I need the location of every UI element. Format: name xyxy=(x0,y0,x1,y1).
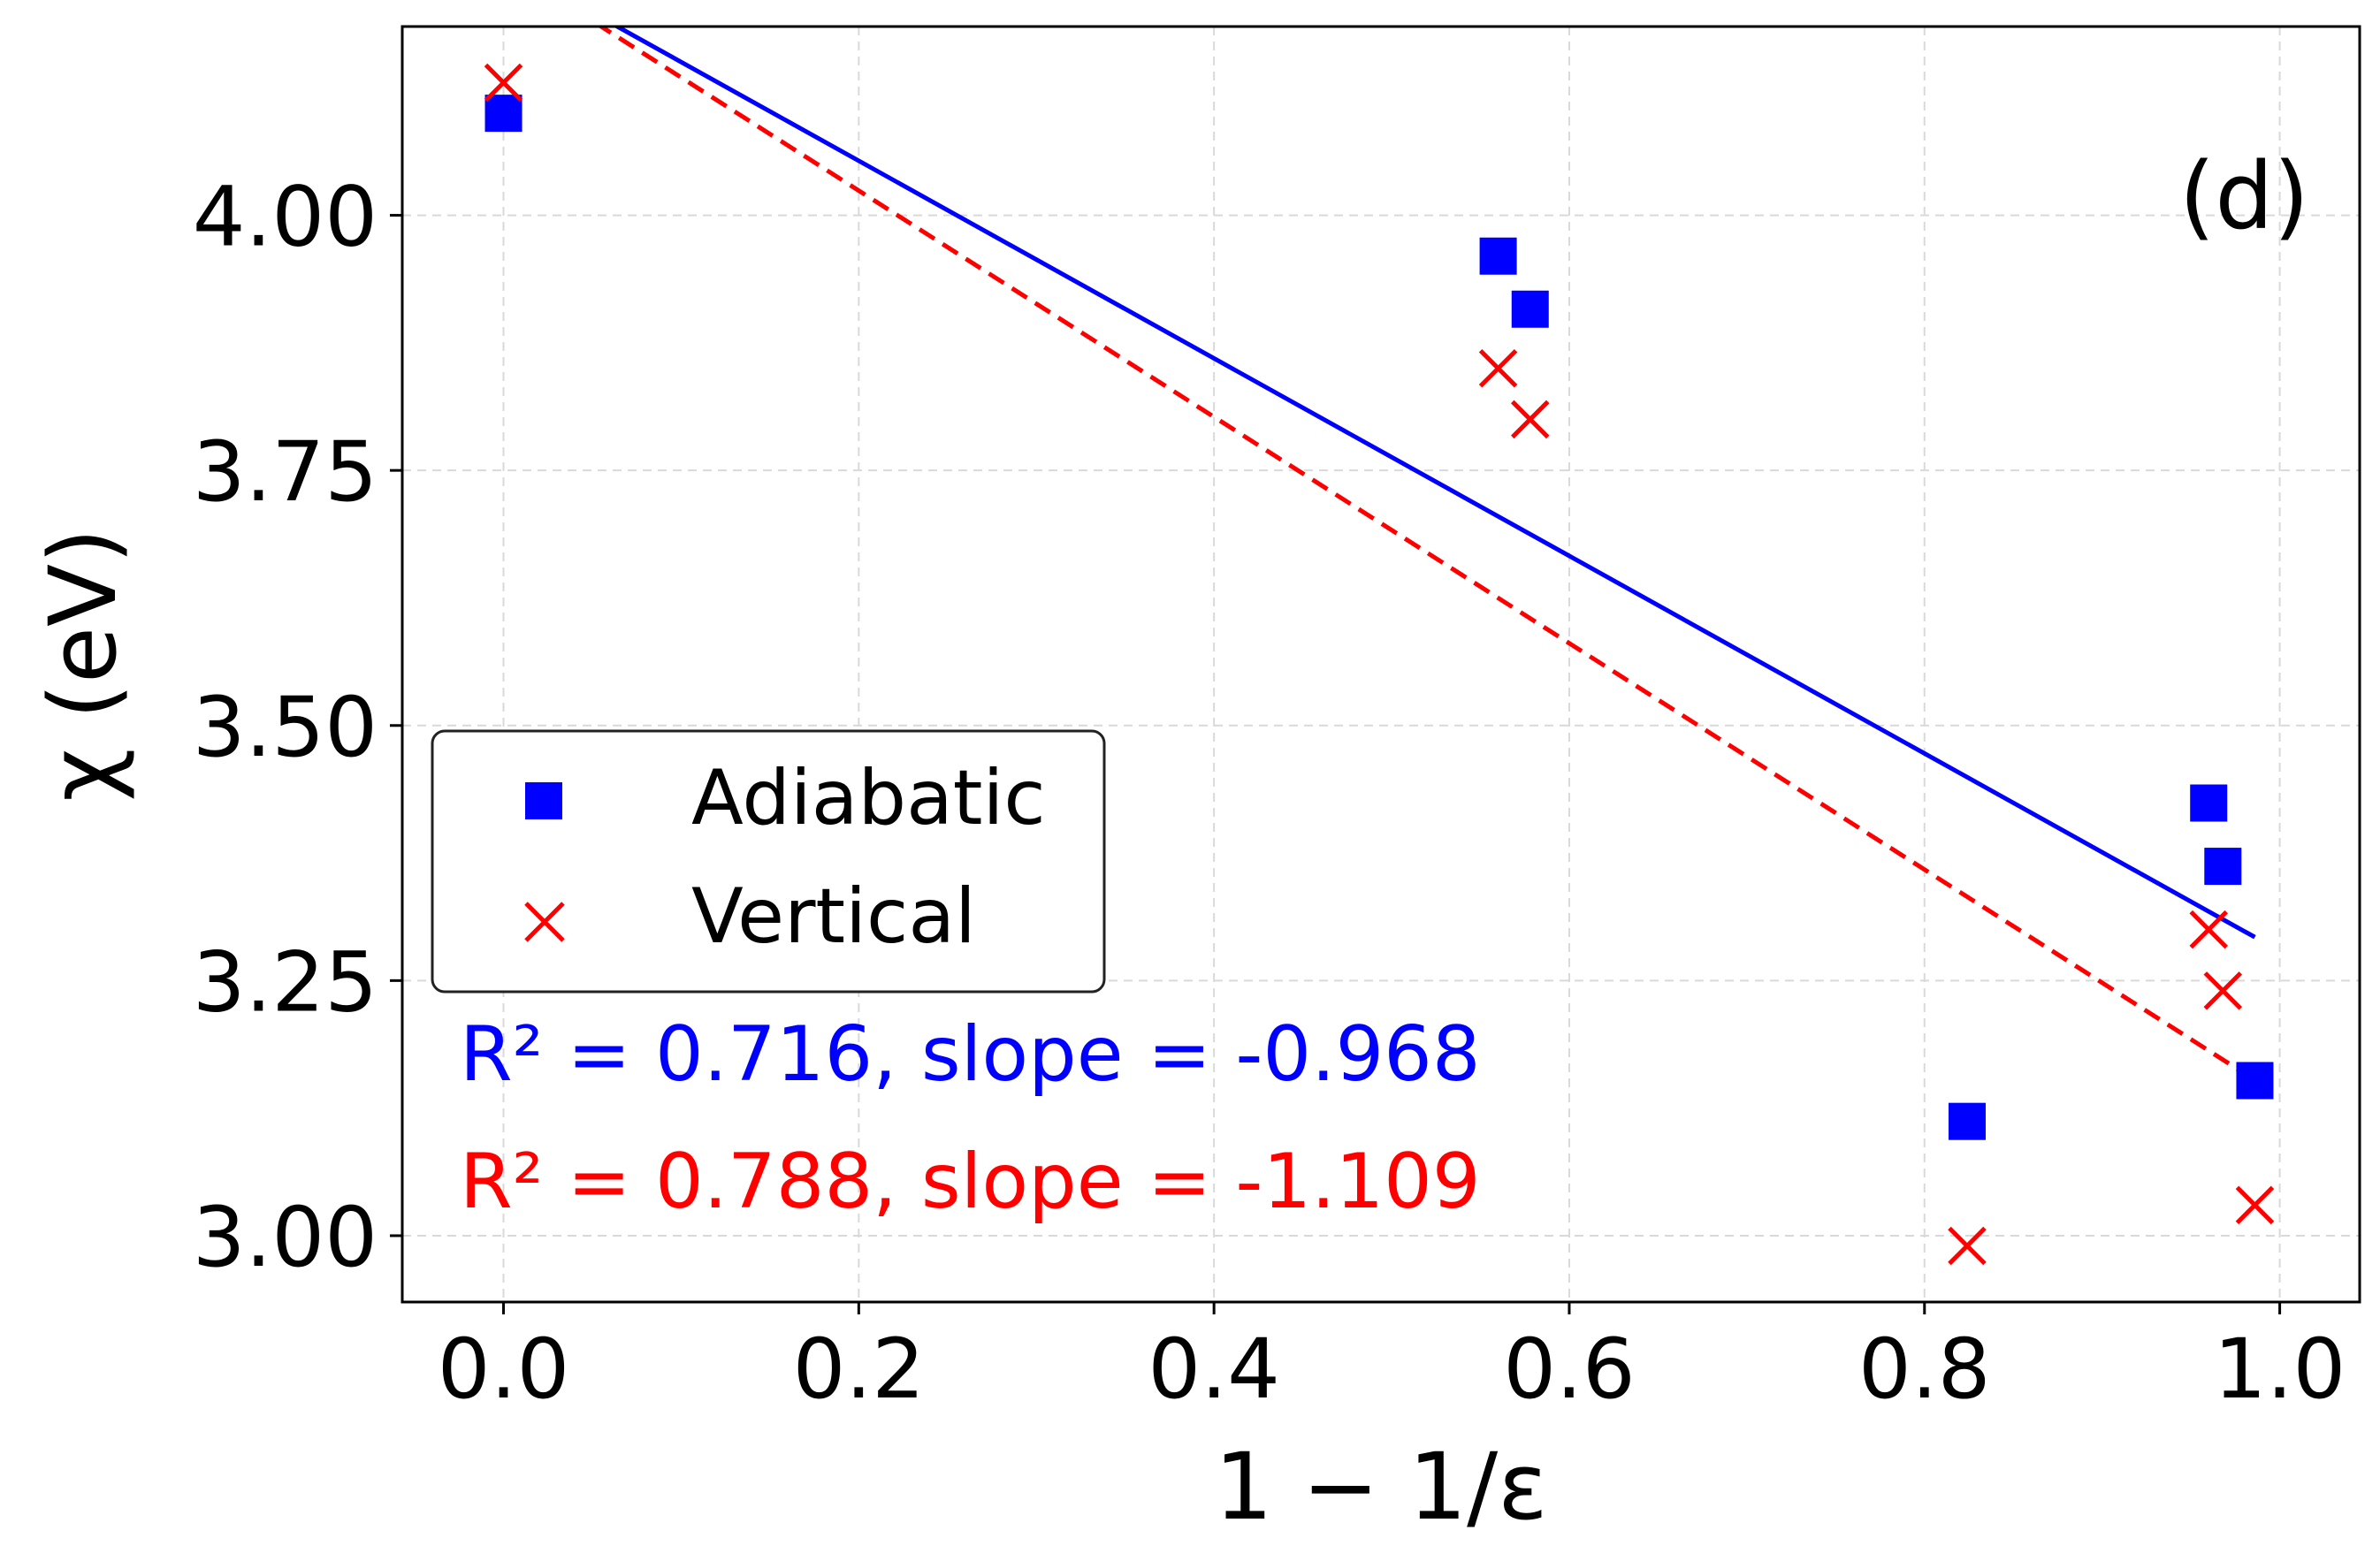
data-points xyxy=(484,63,2275,1266)
fit-lines xyxy=(597,27,2256,1082)
plot-frame xyxy=(400,25,2361,1304)
grid xyxy=(402,27,2360,1302)
point-adiabatic xyxy=(2236,1062,2274,1100)
point-adiabatic xyxy=(1511,290,1549,328)
fit-line-vertical xyxy=(597,27,2256,1082)
legend-adiabatic-marker xyxy=(525,782,562,819)
x-tick-label: 0.8 xyxy=(1858,1321,1991,1418)
legend-vertical-label: Vertical xyxy=(691,872,976,961)
point-vertical xyxy=(2189,910,2228,949)
point-adiabatic xyxy=(2190,784,2228,822)
annotation-vertical-fit: R² = 0.788, slope = -1.109 xyxy=(460,1138,1481,1226)
point-vertical xyxy=(2235,1185,2275,1225)
point-adiabatic xyxy=(1948,1102,1986,1140)
x-axis-label: 1 − 1/ε xyxy=(1215,1433,1548,1541)
legend-adiabatic-label: Adiabatic xyxy=(691,754,1046,842)
y-tick-label: 3.75 xyxy=(193,424,378,521)
y-axis-label: χ (eV) xyxy=(29,528,137,801)
x-tick-label: 1.0 xyxy=(2214,1321,2346,1418)
legend-vertical-marker xyxy=(524,902,565,942)
axis-ticks: 0.0 0.2 0.4 0.6 0.8 1.0 3.00 3.25 3.50 3.75 4.00 xyxy=(193,170,2346,1418)
point-vertical xyxy=(1948,1226,1987,1266)
x-tick-label: 0.4 xyxy=(1148,1321,1280,1418)
point-vertical xyxy=(484,63,523,103)
x-tick-label: 0.0 xyxy=(438,1321,570,1418)
point-vertical xyxy=(1510,400,1550,439)
panel-label: (d) xyxy=(2179,142,2309,250)
x-tick-label: 0.2 xyxy=(793,1321,926,1418)
x-tick-label: 0.6 xyxy=(1503,1321,1636,1418)
y-tick-label: 4.00 xyxy=(193,170,378,266)
legend: Adiabatic Vertical xyxy=(431,729,1106,994)
fit-line-adiabatic xyxy=(613,27,2256,940)
annotation-adiabatic-fit: R² = 0.716, slope = -0.968 xyxy=(460,1010,1481,1099)
point-vertical xyxy=(2203,971,2243,1010)
point-vertical xyxy=(1478,348,1518,388)
y-tick-label: 3.25 xyxy=(193,934,378,1031)
y-tick-label: 3.00 xyxy=(193,1190,378,1286)
point-adiabatic xyxy=(1479,237,1517,275)
point-adiabatic xyxy=(2204,848,2242,886)
legend-box xyxy=(431,729,1106,994)
point-adiabatic xyxy=(484,95,523,133)
y-tick-label: 3.50 xyxy=(193,680,378,776)
